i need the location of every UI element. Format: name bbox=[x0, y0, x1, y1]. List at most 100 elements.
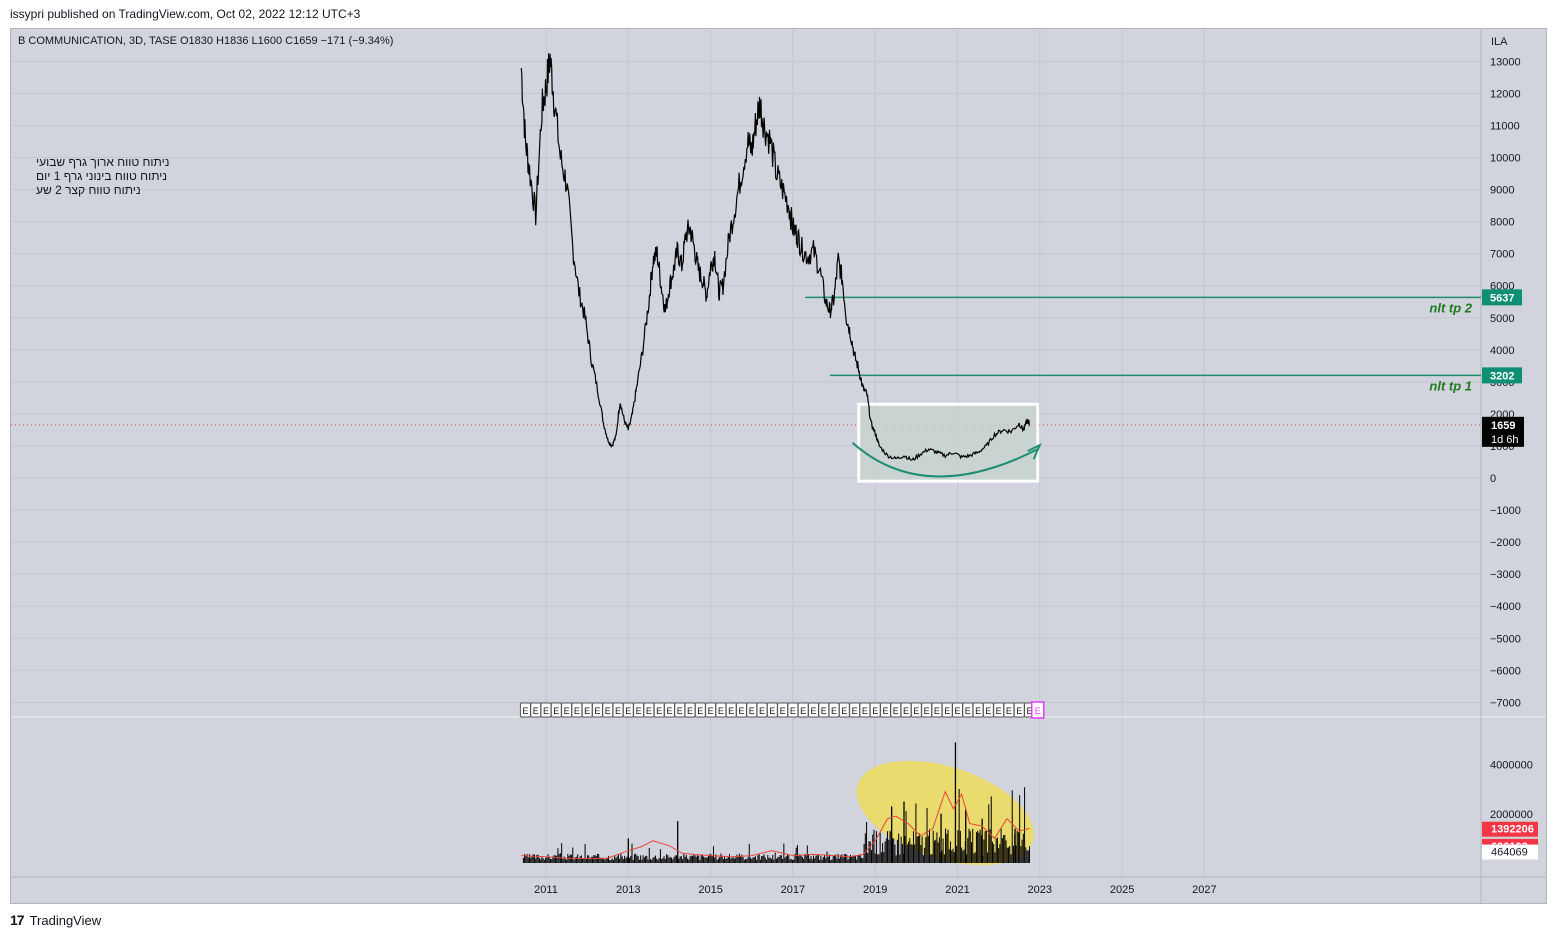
y-tick-label: −6000 bbox=[1490, 665, 1521, 677]
volume-price-label-bg bbox=[1482, 821, 1538, 837]
earnings-marker-label: E bbox=[543, 706, 549, 716]
x-tick-label: 2011 bbox=[534, 884, 558, 896]
earnings-marker-label: E bbox=[522, 706, 528, 716]
bar-countdown-label: 1d 6h bbox=[1491, 434, 1519, 446]
earnings-marker-label: E bbox=[944, 706, 950, 716]
range-box bbox=[857, 402, 1040, 483]
earnings-marker-label: E bbox=[718, 706, 724, 716]
volume-price-label: 1392206 bbox=[1491, 824, 1534, 836]
earnings-marker-label: E bbox=[790, 706, 796, 716]
earnings-marker-label: E bbox=[728, 706, 734, 716]
x-tick-label: 2015 bbox=[698, 884, 722, 896]
chart-frame[interactable] bbox=[10, 28, 1547, 904]
note-line: ניתוח טווח קצר 2 שע bbox=[36, 183, 141, 197]
price-series-line bbox=[520, 53, 1030, 461]
y-tick-label: 9000 bbox=[1490, 185, 1514, 197]
earnings-marker-label: E bbox=[996, 706, 1002, 716]
analysis-note: ניתוח טווח ארוך גרף שבועי ניתוח טווח בינ… bbox=[36, 155, 169, 197]
x-tick-label: 2027 bbox=[1192, 884, 1216, 896]
y-tick-label: −1000 bbox=[1490, 505, 1521, 517]
earnings-marker-label: E bbox=[913, 706, 919, 716]
earnings-marker-label: E bbox=[924, 706, 930, 716]
cup-arc bbox=[851, 441, 1039, 478]
x-tick-label: 2021 bbox=[945, 884, 969, 896]
x-tick-label: 2013 bbox=[616, 884, 640, 896]
earnings-marker-label: E bbox=[810, 706, 816, 716]
y-tick-label: 7000 bbox=[1490, 249, 1514, 261]
earnings-marker-label: E bbox=[1016, 706, 1022, 716]
earnings-marker-label: E bbox=[965, 706, 971, 716]
earnings-marker-label: E bbox=[615, 706, 621, 716]
earnings-marker-label: E bbox=[666, 706, 672, 716]
target-name-label: nlt tp 2 bbox=[1429, 300, 1472, 315]
earnings-marker-label: E bbox=[738, 706, 744, 716]
target-name-label: nlt tp 1 bbox=[1429, 378, 1472, 393]
target-price-label: 5637 bbox=[1490, 292, 1514, 304]
earnings-marker-label: E bbox=[656, 706, 662, 716]
x-tick-label: 2025 bbox=[1110, 884, 1134, 896]
earnings-marker-label: E bbox=[882, 706, 888, 716]
y-tick-label: −4000 bbox=[1490, 601, 1521, 613]
earnings-marker-label: E bbox=[872, 706, 878, 716]
publish-info: issypri published on TradingView.com, Oc… bbox=[10, 7, 361, 21]
earnings-marker-label: E bbox=[1006, 706, 1012, 716]
x-tick-label: 2017 bbox=[781, 884, 805, 896]
volume-ma-line bbox=[521, 790, 1030, 860]
earnings-marker-label: E bbox=[605, 706, 611, 716]
earnings-marker-label: E bbox=[574, 706, 580, 716]
earnings-marker-label: E bbox=[553, 706, 559, 716]
note-line: ניתוח טווח ארוך גרף שבועי bbox=[36, 155, 170, 169]
target-price-label-bg bbox=[1482, 289, 1522, 306]
earnings-marker-label: E bbox=[687, 706, 693, 716]
earnings-marker-label: E bbox=[677, 706, 683, 716]
earnings-marker-label: E bbox=[1027, 706, 1033, 716]
volume-tick-label: 4000000 bbox=[1490, 760, 1533, 772]
earnings-marker-label: E bbox=[985, 706, 991, 716]
volume-price-label-bg bbox=[1482, 844, 1538, 860]
earnings-marker-label: E bbox=[903, 706, 909, 716]
earnings-marker-label: E bbox=[934, 706, 940, 716]
earnings-marker-label: E bbox=[697, 706, 703, 716]
y-tick-label: 5000 bbox=[1490, 313, 1514, 325]
note-line: ניתוח טווח בינוני גרף 1 יום bbox=[36, 169, 168, 183]
footer-brand[interactable]: TradingView bbox=[29, 912, 102, 928]
earnings-marker-label: E bbox=[841, 706, 847, 716]
earnings-marker-label: E bbox=[646, 706, 652, 716]
earnings-marker-label: E bbox=[564, 706, 570, 716]
y-tick-label: −3000 bbox=[1490, 569, 1521, 581]
target-price-label-bg bbox=[1482, 367, 1522, 384]
x-tick-label: 2019 bbox=[863, 884, 887, 896]
earnings-marker-label: E bbox=[769, 706, 775, 716]
x-tick-label: 2023 bbox=[1028, 884, 1052, 896]
y-tick-label: 4000 bbox=[1490, 345, 1514, 357]
earnings-marker-label: E bbox=[780, 706, 786, 716]
y-tick-label: 0 bbox=[1490, 473, 1496, 485]
y-tick-label: −7000 bbox=[1490, 697, 1521, 709]
earnings-marker-label: E bbox=[533, 706, 539, 716]
y-tick-label: 12000 bbox=[1490, 88, 1521, 100]
upcoming-earnings-label: E bbox=[1035, 706, 1041, 716]
earnings-marker-label: E bbox=[584, 706, 590, 716]
volume-price-label: 464069 bbox=[1491, 847, 1528, 859]
earnings-marker-label: E bbox=[749, 706, 755, 716]
last-price-label-bg bbox=[1482, 416, 1524, 447]
y-tick-label: 10000 bbox=[1490, 153, 1521, 165]
earnings-marker-label: E bbox=[862, 706, 868, 716]
grid bbox=[11, 29, 1481, 877]
earnings-marker-label: E bbox=[852, 706, 858, 716]
symbol-info: B COMMUNICATION, 3D, TASE O1830 H1836 L1… bbox=[18, 35, 394, 47]
last-price-label: 1659 bbox=[1491, 420, 1515, 432]
volume-tick-label: 2000000 bbox=[1490, 809, 1533, 821]
earnings-marker-label: E bbox=[893, 706, 899, 716]
earnings-marker-label: E bbox=[636, 706, 642, 716]
earnings-marker-label: E bbox=[954, 706, 960, 716]
upcoming-earnings-marker bbox=[1030, 701, 1045, 719]
earnings-marker-label: E bbox=[594, 706, 600, 716]
earnings-marker-label: E bbox=[759, 706, 765, 716]
earnings-marker-label: E bbox=[821, 706, 827, 716]
y-tick-label: 13000 bbox=[1490, 56, 1521, 68]
y-tick-label: 8000 bbox=[1490, 217, 1514, 229]
earnings-marker-label: E bbox=[975, 706, 981, 716]
currency-label: ILA bbox=[1491, 36, 1508, 48]
